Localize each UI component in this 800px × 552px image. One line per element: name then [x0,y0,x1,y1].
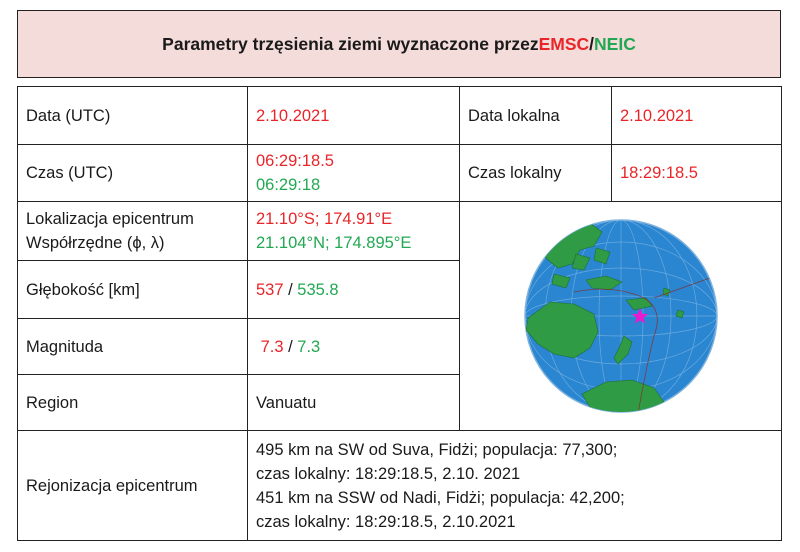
title-emsc: EMSC [538,33,590,54]
title-slash: / [589,33,595,54]
regionalization-label: Rejonizacja epicentrum [17,430,248,541]
date-utc-label: Data (UTC) [17,86,248,145]
date-local-value: 2.10.2021 [611,86,782,145]
time-utc-emsc: 06:29:18.5 [256,152,334,170]
regionalization-value: 495 km na SW od Suva, Fidżi; populacja: … [247,430,782,541]
depth-separator: / [283,280,298,299]
magnitude-neic: 7.3 [297,337,321,356]
time-utc-label: Czas (UTC) [17,144,248,202]
region-label: Region [17,374,248,431]
date-utc-value: 2.10.2021 [247,86,460,145]
epicenter-globe-map [523,219,718,413]
magnitude-value: 7.3 / 7.3 [247,318,460,375]
date-local-label: Data lokalna [459,86,612,145]
plate-boundaries [573,277,710,412]
location-label: Lokalizacja epicentrum Współrzędne (ϕ, λ… [17,201,248,261]
magnitude-emsc: 7.3 [260,337,284,356]
depth-emsc: 537 [256,280,284,299]
depth-label: Głębokość [km] [17,260,248,319]
depth-neic: 535.8 [297,280,339,299]
table-row: Czas (UTC) 06:29:18.5 06:29:18 Czas loka… [17,144,782,202]
title-prefix: Parametry trzęsienia ziemi wyznaczone pr… [162,33,539,54]
location-value: 21.10°S; 174.91°E 21.104°N; 174.895°E [247,201,460,261]
regionalization-line-4: czas lokalny: 18:29:18.5, 2.10.2021 [256,512,516,531]
location-label-line1: Lokalizacja epicentrum [26,210,194,228]
table-row: Data (UTC) 2.10.2021 Data lokalna 2.10.2… [17,86,782,145]
time-local-label: Czas lokalny [459,144,612,202]
depth-value: 537 / 535.8 [247,260,460,319]
globe-cell [459,201,782,431]
table-row: Lokalizacja epicentrum Współrzędne (ϕ, λ… [17,201,782,431]
star-icon [631,308,648,324]
magnitude-separator: / [283,337,298,356]
earthquake-parameters-table: Data (UTC) 2.10.2021 Data lokalna 2.10.2… [17,86,782,541]
time-utc-neic: 06:29:18 [256,176,321,194]
table-row: Magnituda 7.3 / 7.3 [17,318,782,375]
time-local-value: 18:29:18.5 [611,144,782,202]
table-row: Głębokość [km] 537 / 535.8 [17,260,782,319]
location-neic: 21.104°N; 174.895°E [256,234,412,252]
table-title: Parametry trzęsienia ziemi wyznaczone pr… [17,10,781,78]
location-emsc: 21.10°S; 174.91°E [256,210,393,228]
regionalization-line-2: czas lokalny: 18:29:18.5, 2.10. 2021 [256,464,521,483]
time-utc-value: 06:29:18.5 06:29:18 [247,144,460,202]
magnitude-label: Magnituda [17,318,248,375]
regionalization-line-1: 495 km na SW od Suva, Fidżi; populacja: … [256,440,618,459]
title-neic: NEIC [594,33,636,54]
regionalization-line-3: 451 km na SSW od Nadi, Fidżi; populacja:… [256,488,625,507]
location-label-line2: Współrzędne (ϕ, λ) [26,234,165,252]
region-value: Vanuatu [247,374,460,431]
table-row: Rejonizacja epicentrum 495 km na SW od S… [17,430,782,541]
